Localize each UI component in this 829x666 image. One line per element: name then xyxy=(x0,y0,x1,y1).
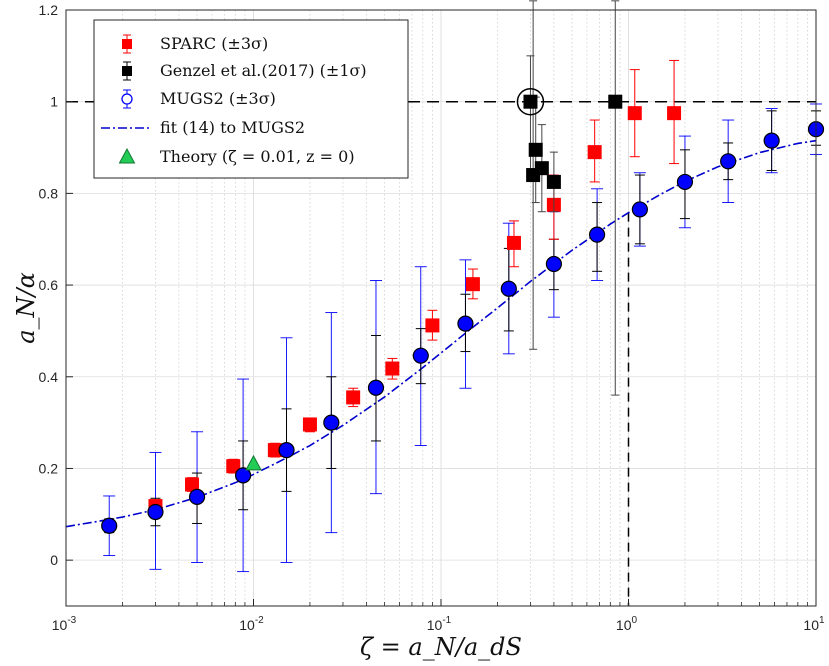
x-tick-label-exponent: -2 xyxy=(255,615,264,626)
mugs2-point xyxy=(412,347,429,364)
sparc-point xyxy=(346,390,361,405)
legend: SPARC (±3σ) Genzel et al.(2017) (±1σ) MUGS… xyxy=(93,19,409,179)
mugs2-point xyxy=(101,517,118,534)
genzel-point xyxy=(523,94,538,109)
genzel-point xyxy=(534,161,549,176)
y-tick-label: 0.6 xyxy=(39,277,59,293)
mugs2-point xyxy=(457,315,474,332)
y-tick-label: 1 xyxy=(50,94,58,110)
mugs2-point xyxy=(147,503,164,521)
x-tick-label-exponent: 1 xyxy=(819,615,825,626)
y-tick-label: 0.2 xyxy=(39,460,59,476)
mugs2-point xyxy=(763,132,780,149)
legend-item-genzel: Genzel et al.(2017) (±1σ) xyxy=(122,61,367,81)
legend-sparc-marker xyxy=(122,39,132,49)
genzel-error-bar xyxy=(611,0,620,396)
sparc-point xyxy=(302,417,317,432)
sparc-point xyxy=(267,443,282,458)
legend-mugs2-marker xyxy=(121,93,133,105)
legend-item-mugs2: MUGS2 (±3σ) xyxy=(121,89,276,109)
sparc-point xyxy=(226,459,241,474)
mugs2-point xyxy=(676,173,694,191)
genzel-point xyxy=(546,174,561,189)
series-layer xyxy=(101,0,825,573)
mugs2-point xyxy=(367,379,385,396)
mugs2-point xyxy=(278,442,295,459)
mugs2-point xyxy=(234,467,252,484)
sparc-point xyxy=(587,145,602,160)
sparc-point xyxy=(627,106,642,121)
genzel-highlight-circle xyxy=(516,87,545,116)
theory-point xyxy=(245,454,262,471)
mugs2-point xyxy=(500,280,517,297)
y-tick-label: 0.4 xyxy=(39,369,59,385)
legend-item-theory: Theory (ζ = 0.01, z = 0) xyxy=(118,147,355,166)
legend-item-fit: fit (14) to MUGS2 xyxy=(101,118,305,137)
sparc-point xyxy=(185,477,200,492)
sparc-point xyxy=(385,361,400,376)
x-tick-label-exponent: -3 xyxy=(67,615,76,626)
legend-label-mugs2: MUGS2 (±3σ) xyxy=(160,89,276,108)
y-tick-label: 0.8 xyxy=(39,185,59,201)
sparc-point xyxy=(465,277,480,292)
sparc-point xyxy=(506,235,521,250)
axis-labels: ζ = a_N/a_dS a_N/α xyxy=(12,272,522,661)
sparc-point xyxy=(425,318,440,333)
mugs2-point xyxy=(545,255,562,273)
legend-theory-marker xyxy=(118,147,136,164)
mugs2-point xyxy=(323,414,340,431)
sparc-point xyxy=(667,106,682,121)
mugs2-point xyxy=(631,201,648,218)
y-tick-label: 1.2 xyxy=(39,2,59,18)
legend-genzel-marker xyxy=(122,66,132,76)
mugs2-point xyxy=(720,153,737,170)
genzel-point xyxy=(608,94,623,109)
legend-label-fit: fit (14) to MUGS2 xyxy=(160,118,305,137)
legend-label-genzel: Genzel et al.(2017) (±1σ) xyxy=(160,61,367,80)
y-axis-label: a_N/α xyxy=(12,272,40,344)
legend-box xyxy=(93,19,409,179)
x-tick-label-exponent: -1 xyxy=(442,615,451,626)
legend-label-sparc: SPARC (±3σ) xyxy=(160,34,268,53)
mugs2-point xyxy=(188,488,206,505)
x-tick-label-exponent: 0 xyxy=(632,615,638,626)
y-tick-label: 0 xyxy=(50,552,58,568)
genzel-point xyxy=(528,142,543,157)
x-axis-label: ζ = a_N/a_dS xyxy=(360,633,522,661)
mugs2-point xyxy=(588,226,606,243)
legend-label-theory: Theory (ζ = 0.01, z = 0) xyxy=(160,147,355,166)
legend-item-sparc: SPARC (±3σ) xyxy=(122,34,268,54)
